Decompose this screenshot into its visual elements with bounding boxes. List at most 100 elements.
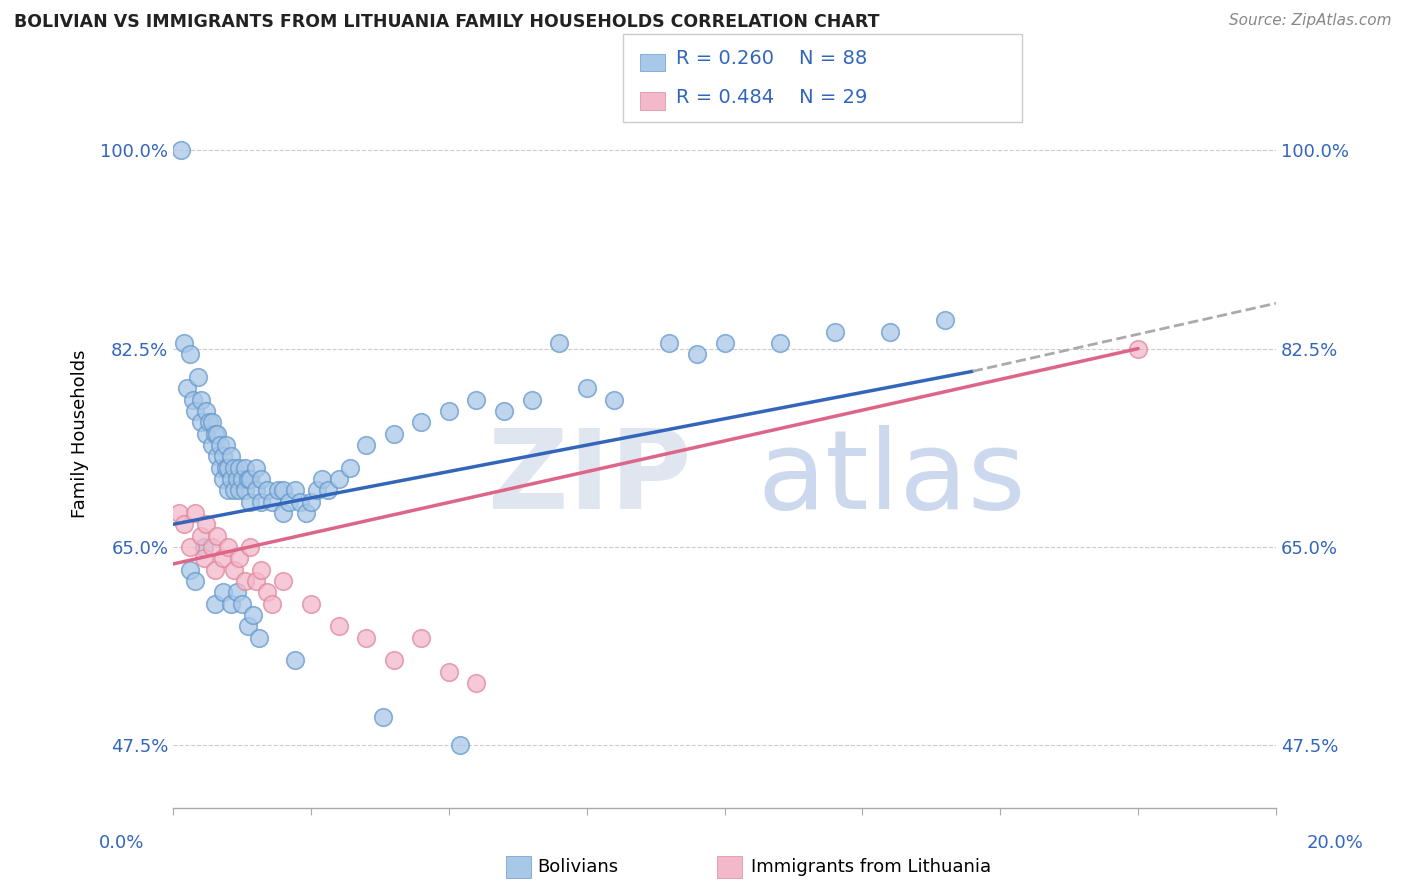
Point [382,426,405,441]
Point [305,483,328,498]
Point [299,597,322,611]
Point [283,483,305,498]
Point [211,450,233,464]
Point [233,574,256,588]
Point [239,540,262,554]
Point [207,450,229,464]
Point [231,597,253,611]
Point [239,472,262,486]
Point [575,381,598,395]
Point [219,597,242,611]
Point [190,392,212,407]
Point [299,494,322,508]
Point [245,574,267,588]
Point [236,619,259,633]
Point [328,472,350,486]
Point [465,392,488,407]
Point [769,335,792,350]
Point [179,540,201,554]
Point [184,506,207,520]
Point [173,335,195,350]
Point [371,710,394,724]
Point [233,460,256,475]
Point [190,415,212,429]
Point [195,517,218,532]
Text: ZIP: ZIP [488,425,692,532]
Point [170,143,193,157]
Point [437,665,460,679]
Point [283,653,305,667]
Point [217,460,239,475]
Point [316,483,339,498]
Text: Source: ZipAtlas.com: Source: ZipAtlas.com [1229,13,1392,29]
Point [713,335,735,350]
Text: 0.0%: 0.0% [98,834,143,852]
Point [267,483,290,498]
Point [211,585,233,599]
Point [686,347,709,361]
Point [437,404,460,418]
Point [211,551,233,566]
Point [250,472,273,486]
Point [204,597,226,611]
Point [934,313,956,327]
Point [179,563,201,577]
Point [222,563,245,577]
Point [492,404,515,418]
Point [236,472,259,486]
Point [239,494,262,508]
Point [179,347,201,361]
Point [228,460,250,475]
Point [207,426,229,441]
Point [204,563,226,577]
Point [193,540,215,554]
Point [173,517,195,532]
Point [167,506,190,520]
Point [278,494,301,508]
Point [245,460,267,475]
Point [228,551,250,566]
Y-axis label: Family Households: Family Households [72,350,89,518]
Point [603,392,626,407]
Point [201,438,224,452]
Point [465,676,488,690]
Point [217,540,239,554]
Text: Immigrants from Lithuania: Immigrants from Lithuania [751,858,991,876]
Point [273,506,295,520]
Point [262,494,284,508]
Point [222,483,245,498]
Point [233,483,256,498]
Point [245,483,267,498]
Point [354,438,377,452]
Point [520,392,543,407]
Text: atlas: atlas [758,425,1026,532]
Point [273,483,295,498]
Point [219,472,242,486]
Point [225,472,247,486]
Point [193,551,215,566]
Point [190,528,212,542]
Point [382,653,405,667]
Point [548,335,571,350]
Point [176,381,198,395]
Point [217,483,239,498]
Text: 20.0%: 20.0% [1308,834,1364,852]
Point [209,438,232,452]
Point [449,739,471,753]
Point [339,460,361,475]
Point [256,585,278,599]
Point [311,472,333,486]
Point [219,450,242,464]
Point [195,404,218,418]
Point [250,563,273,577]
Point [273,574,295,588]
Point [247,631,270,645]
Point [222,460,245,475]
Point [328,619,350,633]
Point [250,494,273,508]
Point [288,494,311,508]
Point [181,392,204,407]
Point [228,483,250,498]
Point [211,472,233,486]
Point [195,426,218,441]
